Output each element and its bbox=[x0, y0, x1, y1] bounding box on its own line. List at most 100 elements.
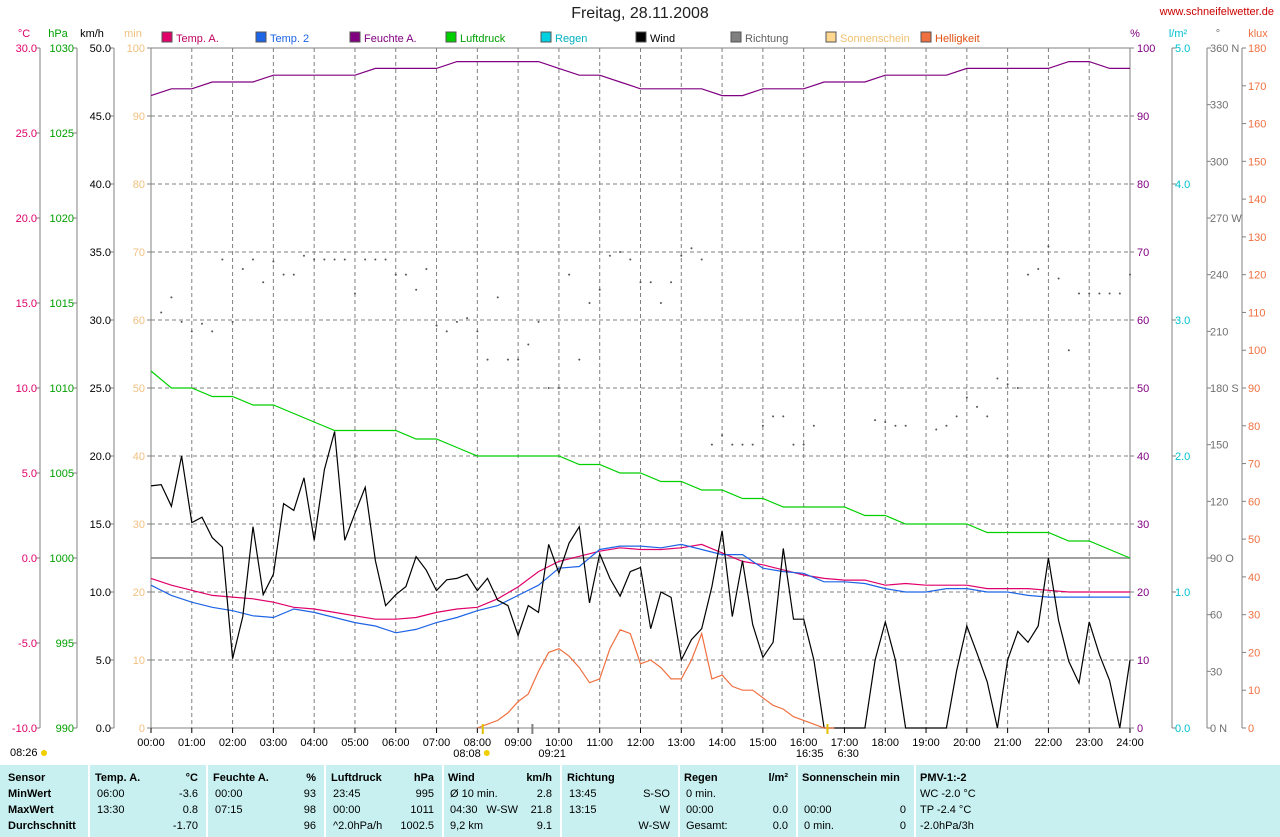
temp-tick-label: -10.0 bbox=[12, 723, 37, 735]
hum-axis-unit: % bbox=[1130, 28, 1140, 40]
series-line-temp-2 bbox=[150, 543, 1130, 634]
series-line-luftdruck bbox=[150, 370, 1131, 559]
wind-tick-label: 30.0 bbox=[90, 315, 111, 327]
legend-label: Temp. 2 bbox=[270, 33, 309, 45]
stats-panel bbox=[0, 765, 1280, 837]
x-tick-label: 08:00 bbox=[464, 737, 492, 749]
rain-tick-label: 2.0 bbox=[1175, 451, 1190, 463]
temp-col-time: 06:00 bbox=[97, 788, 125, 800]
sun-tick-label: 90 bbox=[133, 111, 145, 123]
lux-tick-label: 170 bbox=[1248, 81, 1266, 93]
legend-label: Temp. A. bbox=[176, 33, 219, 45]
dir-tick-label: 180 S bbox=[1210, 383, 1239, 395]
sun-col-value: 0 bbox=[899, 820, 906, 832]
hum-tick-label: 0 bbox=[1137, 723, 1143, 735]
direction-point bbox=[945, 424, 948, 427]
direction-point bbox=[455, 320, 458, 323]
temp-tick-label: 30.0 bbox=[16, 43, 37, 55]
rain-col-header: Regen bbox=[684, 772, 718, 784]
press-col-time: 00:00 bbox=[333, 804, 361, 816]
direction-point bbox=[680, 254, 683, 257]
rain-col-value: 0.0 bbox=[772, 820, 788, 832]
direction-point bbox=[741, 443, 744, 446]
hum-tick-label: 70 bbox=[1137, 247, 1149, 259]
column-separator bbox=[206, 765, 208, 837]
wind-axis-unit: km/h bbox=[80, 28, 104, 40]
hum-col-unit: % bbox=[306, 772, 316, 784]
rain-tick-label: 4.0 bbox=[1175, 179, 1190, 191]
hum-tick-label: 10 bbox=[1137, 655, 1149, 667]
direction-point bbox=[1057, 277, 1060, 280]
press-tick-label: 1000 bbox=[50, 553, 74, 565]
direction-point bbox=[404, 273, 407, 276]
direction-point bbox=[761, 424, 764, 427]
rain-col-time: 00:00 bbox=[686, 804, 714, 816]
direction-point bbox=[629, 258, 632, 261]
direction-point bbox=[251, 258, 254, 261]
direction-point bbox=[670, 281, 673, 284]
direction-point bbox=[965, 396, 968, 399]
legend-label: Regen bbox=[555, 33, 587, 45]
legend-swatch bbox=[730, 31, 742, 43]
direction-point bbox=[649, 281, 652, 284]
direction-point bbox=[659, 302, 662, 304]
legend-label: Helligkeit bbox=[935, 33, 980, 45]
legend-swatch bbox=[255, 31, 267, 43]
sun-tick-label: 40 bbox=[133, 451, 145, 463]
legend-swatch bbox=[445, 31, 457, 43]
dir-tick-label: 120 bbox=[1210, 496, 1228, 508]
direction-point bbox=[1078, 292, 1081, 295]
legend-swatch bbox=[635, 31, 647, 43]
rain-col-time: 0 min. bbox=[686, 788, 716, 800]
direction-point bbox=[476, 330, 479, 333]
direction-point bbox=[710, 443, 713, 446]
wind-col-header: Wind bbox=[448, 772, 475, 784]
direction-point bbox=[415, 288, 418, 291]
sun-duration-label: 6:30 bbox=[837, 748, 858, 760]
x-tick-label: 23:00 bbox=[1075, 737, 1103, 749]
temp-tick-label: 10.0 bbox=[16, 383, 37, 395]
legend-swatch bbox=[161, 31, 173, 43]
press-tick-label: 1020 bbox=[50, 213, 74, 225]
direction-point bbox=[721, 434, 724, 437]
direction-point bbox=[884, 421, 887, 423]
sun-tick-label: 70 bbox=[133, 247, 145, 259]
wind-tick-label: 20.0 bbox=[90, 451, 111, 463]
sun-tick-label: 30 bbox=[133, 519, 145, 531]
direction-point bbox=[986, 415, 989, 418]
site-url[interactable]: www.schneifelwetter.de bbox=[1159, 6, 1274, 18]
direction-point bbox=[792, 443, 795, 446]
lux-tick-label: 120 bbox=[1248, 270, 1266, 282]
lux-axis-unit: klux bbox=[1248, 28, 1268, 40]
pmv-header: PMV-1:-2 bbox=[920, 772, 967, 784]
lux-tick-label: 0 bbox=[1248, 723, 1254, 735]
press-col-time: 23:45 bbox=[333, 788, 361, 800]
temp-axis-unit: °C bbox=[18, 28, 30, 40]
direction-point bbox=[537, 320, 540, 323]
x-tick-label: 19:00 bbox=[912, 737, 940, 749]
direction-point bbox=[333, 258, 336, 261]
temp-tick-label: -5.0 bbox=[18, 638, 37, 650]
wind-col-time: 9,2 km bbox=[450, 820, 484, 832]
press-tick-label: 1005 bbox=[50, 468, 74, 480]
direction-point bbox=[262, 281, 265, 284]
dir-col-value: S-SO bbox=[643, 788, 670, 800]
x-tick-label: 09:00 bbox=[504, 737, 532, 749]
direction-point bbox=[170, 296, 173, 299]
series-line-temp-a- bbox=[150, 543, 1130, 620]
lux-tick-label: 100 bbox=[1248, 345, 1266, 357]
sun-tick-label: 0 bbox=[139, 723, 145, 735]
direction-point bbox=[180, 320, 183, 323]
press-tick-label: 990 bbox=[56, 723, 74, 735]
wind-tick-label: 25.0 bbox=[90, 383, 111, 395]
lux-tick-label: 130 bbox=[1248, 232, 1266, 244]
direction-point bbox=[313, 258, 316, 261]
direction-point bbox=[466, 317, 469, 320]
temp-tick-label: 15.0 bbox=[16, 298, 37, 310]
lux-tick-label: 70 bbox=[1248, 459, 1260, 471]
chart-title: Freitag, 28.11.2008 bbox=[571, 5, 709, 22]
direction-point bbox=[639, 281, 642, 284]
rain-axis-unit: l/m² bbox=[1169, 28, 1188, 40]
dir-col-time: 13:15 bbox=[569, 804, 597, 816]
press-col-header: Luftdruck bbox=[331, 772, 382, 784]
